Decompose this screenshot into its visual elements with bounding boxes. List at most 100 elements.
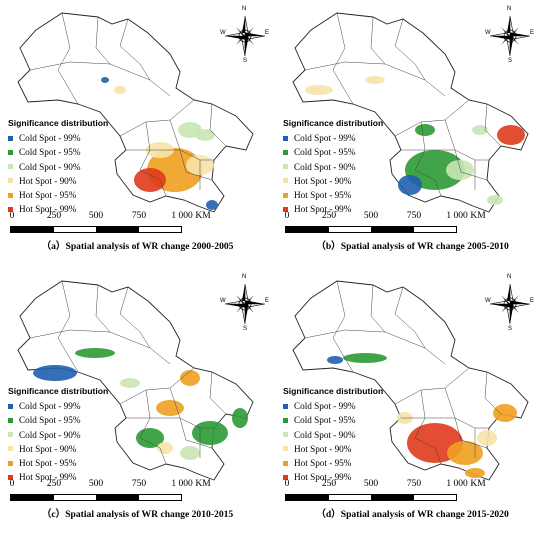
county-boundary bbox=[304, 329, 446, 365]
county-boundary bbox=[434, 179, 442, 197]
county-boundary bbox=[57, 280, 79, 373]
legend-swatch bbox=[8, 206, 13, 212]
legend-label: Cold Spot - 95% bbox=[19, 415, 81, 426]
legend-swatch bbox=[283, 150, 288, 155]
scale-tick-label: 1 000 bbox=[171, 211, 193, 221]
scale-bar-segments bbox=[10, 226, 182, 233]
legend-title: Significance distribution bbox=[283, 386, 384, 396]
legend-swatch bbox=[283, 164, 288, 170]
legend-label: Cold Spot - 95% bbox=[19, 147, 81, 158]
legend-item: Cold Spot - 95% bbox=[283, 145, 383, 159]
panel-caption: （d）Spatial analysis of WR change 2015-20… bbox=[316, 509, 509, 520]
scale-tick-label: 750 bbox=[406, 211, 422, 221]
legend-item: Cold Spot - 90% bbox=[283, 428, 383, 442]
hotspot-patch bbox=[365, 76, 385, 84]
hotspot-patch bbox=[180, 370, 200, 386]
legend-swatch bbox=[8, 192, 13, 198]
legend-swatch bbox=[283, 192, 288, 198]
legend-label: Cold Spot - 95% bbox=[294, 147, 356, 158]
legend-swatch bbox=[8, 135, 13, 141]
county-boundary bbox=[394, 99, 470, 137]
county-boundary bbox=[394, 18, 426, 81]
scale-unit: KM bbox=[195, 479, 211, 489]
scale-bar-segments bbox=[10, 494, 182, 501]
legend-item: Hot Spot - 99% bbox=[8, 470, 108, 484]
legend: Significance distribution Cold Spot - 99%… bbox=[283, 384, 383, 484]
scale-tick-label: 1 000 bbox=[446, 479, 468, 489]
hotspot-patch bbox=[120, 378, 140, 388]
county-boundary bbox=[332, 12, 354, 105]
scale-bar-segments bbox=[285, 226, 457, 233]
county-boundary bbox=[394, 367, 470, 405]
panel-caption: （a）Spatial analysis of WR change 2000-20… bbox=[41, 241, 234, 252]
compass-label-w: W bbox=[485, 298, 491, 304]
hotspot-patch bbox=[156, 400, 184, 416]
legend-item: Hot Spot - 95% bbox=[8, 188, 108, 202]
county-boundary bbox=[95, 16, 111, 65]
legend-swatch bbox=[8, 403, 13, 409]
legend-swatch bbox=[283, 446, 288, 452]
legend-item: Hot Spot - 90% bbox=[8, 174, 108, 188]
north-arrow-icon: N S E W bbox=[485, 6, 535, 64]
county-boundary bbox=[370, 284, 386, 333]
map-panel-d: N S E W Significance distribution Cold Spot … bbox=[275, 268, 550, 536]
compass-label-e: E bbox=[265, 298, 270, 304]
county-boundary bbox=[414, 389, 436, 449]
legend-swatch bbox=[283, 178, 288, 184]
county-boundary bbox=[179, 149, 213, 181]
hotspot-patch bbox=[487, 195, 503, 205]
scale-tick-label: 1 000 bbox=[446, 211, 468, 221]
legend-label: Hot Spot - 99% bbox=[294, 204, 352, 215]
county-boundary bbox=[29, 61, 171, 97]
legend-label: Hot Spot - 99% bbox=[19, 204, 77, 215]
county-boundary bbox=[29, 329, 171, 365]
hotspot-patch bbox=[305, 85, 333, 95]
county-boundary bbox=[95, 284, 111, 333]
scale-tick-label: 0 bbox=[9, 479, 15, 489]
scale-tick-label: 500 bbox=[363, 211, 379, 221]
scale-tick-label: 500 bbox=[363, 479, 379, 489]
compass-label-s: S bbox=[508, 326, 513, 332]
legend: Significance distribution Cold Spot - 99%… bbox=[8, 384, 108, 484]
legend-label: Cold Spot - 90% bbox=[294, 161, 356, 172]
scale-tick-label: 0 bbox=[284, 479, 290, 489]
county-boundary bbox=[484, 371, 502, 415]
scale-bar: 0 250 500 750 1 000 KM bbox=[10, 211, 211, 233]
legend-label: Hot Spot - 95% bbox=[19, 458, 77, 469]
scale-tick-label: 250 bbox=[321, 211, 337, 221]
legend-swatch bbox=[283, 206, 288, 212]
county-boundary bbox=[444, 119, 489, 161]
legend-swatch bbox=[8, 460, 13, 466]
legend-item: Hot Spot - 95% bbox=[283, 456, 383, 470]
hotspot-patch bbox=[101, 77, 109, 83]
map-area bbox=[17, 12, 254, 213]
hotspot-patch bbox=[206, 200, 218, 210]
north-arrow-icon: N S E W bbox=[220, 6, 270, 64]
map-panel-c: N S E W Significance distribution Cold Spot … bbox=[0, 268, 275, 536]
legend-label: Cold Spot - 90% bbox=[19, 429, 81, 440]
legend-item: Hot Spot - 90% bbox=[283, 174, 383, 188]
panel-caption: （b）Spatial analysis of WR change 2005-20… bbox=[316, 241, 509, 252]
hotspot-patch bbox=[398, 175, 422, 195]
legend-label: Cold Spot - 90% bbox=[294, 429, 356, 440]
compass-label-w: W bbox=[220, 30, 226, 36]
legend-item: Cold Spot - 95% bbox=[283, 413, 383, 427]
compass-label-e: E bbox=[530, 30, 535, 36]
map-area bbox=[17, 280, 254, 481]
legend-label: Cold Spot - 99% bbox=[19, 133, 81, 144]
legend-label: Hot Spot - 90% bbox=[19, 175, 77, 186]
legend-swatch bbox=[8, 178, 13, 184]
legend-label: Hot Spot - 95% bbox=[294, 190, 352, 201]
hotspot-patch bbox=[232, 408, 248, 428]
hotspot-patch bbox=[134, 168, 166, 192]
hotspot-patch bbox=[415, 124, 435, 136]
map-area bbox=[292, 12, 529, 213]
county-boundary bbox=[414, 121, 436, 181]
legend-item: Hot Spot - 99% bbox=[283, 202, 383, 216]
scale-unit: KM bbox=[470, 479, 486, 489]
scale-tick-label: 0 bbox=[284, 211, 290, 221]
legend-item: Cold Spot - 99% bbox=[8, 399, 108, 413]
compass-label-e: E bbox=[530, 298, 535, 304]
county-boundary bbox=[159, 179, 167, 197]
county-boundary bbox=[119, 18, 151, 81]
